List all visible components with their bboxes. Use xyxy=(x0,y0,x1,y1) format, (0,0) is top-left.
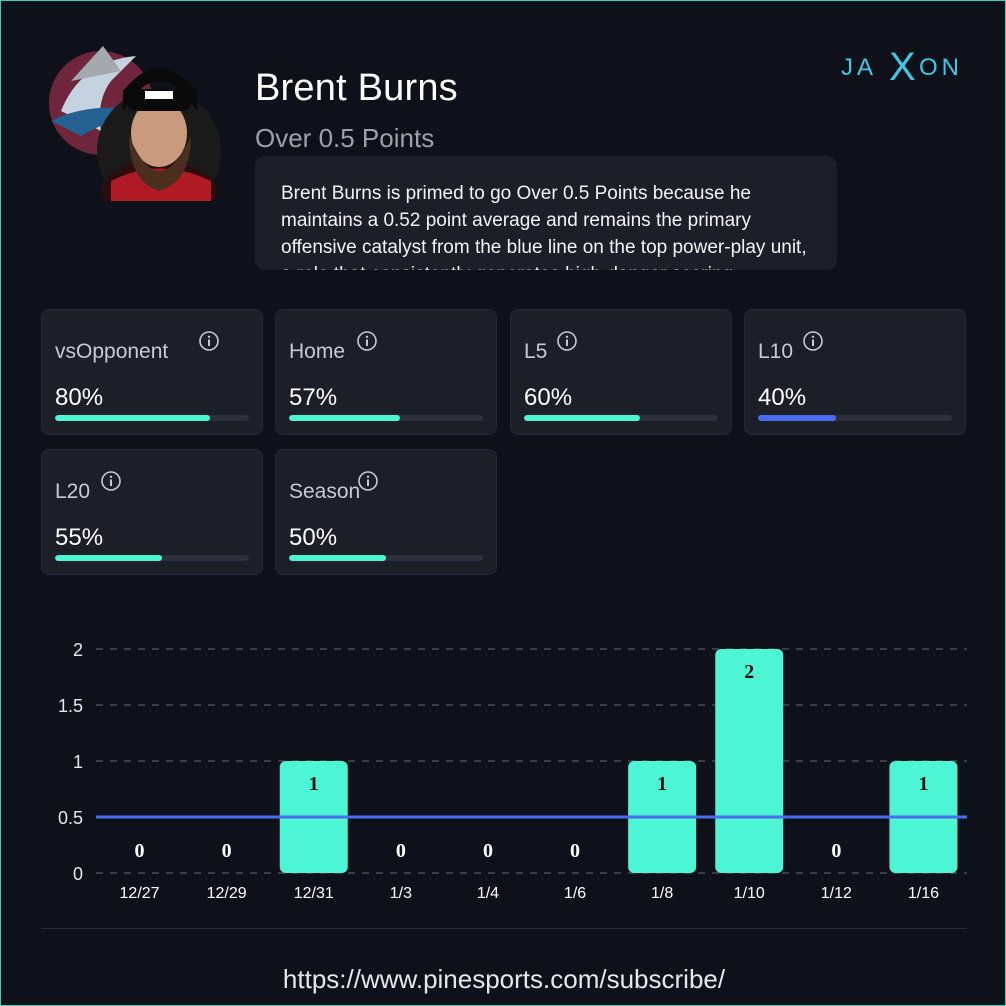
x-tick-label: 1/3 xyxy=(390,885,412,902)
stat-card-season: Season 50% xyxy=(275,449,497,575)
progress-fill xyxy=(524,415,641,421)
progress-track xyxy=(289,415,483,421)
bar-value-label: 1 xyxy=(309,773,319,795)
info-icon[interactable] xyxy=(198,330,220,352)
bar-value-label: 0 xyxy=(831,840,841,862)
info-icon[interactable] xyxy=(100,470,122,492)
info-icon[interactable] xyxy=(357,470,379,492)
progress-fill xyxy=(758,415,836,421)
svg-text:JA: JA xyxy=(841,54,877,81)
team-logo-icon xyxy=(49,46,153,155)
stat-card-l5: L5 60% xyxy=(510,309,732,435)
stat-card-l20: L20 55% xyxy=(41,449,263,575)
x-tick-label: 12/29 xyxy=(207,885,247,902)
stat-label: L5 xyxy=(524,340,548,363)
info-icon[interactable] xyxy=(556,330,578,352)
y-tick-label: 0.5 xyxy=(58,808,83,828)
bar-value-label: 0 xyxy=(483,840,493,862)
bar-value-label: 1 xyxy=(657,773,667,795)
bar-value-label: 2 xyxy=(744,661,754,683)
description-card[interactable]: Brent Burns is primed to go Over 0.5 Poi… xyxy=(255,156,837,270)
progress-track xyxy=(55,415,249,421)
points-chart: 0 0.5 1 1.5 2 0 12/27 0 12/29 1 12/31 0 1/3 0 1/4 0 1/6 1… xyxy=(58,640,967,902)
stat-card-home: Home 57% xyxy=(275,309,497,435)
stat-label: Home xyxy=(289,340,346,363)
subscribe-url[interactable]: https://www.pinesports.com/subscribe/ xyxy=(282,964,726,994)
progress-fill xyxy=(289,415,400,421)
x-tick-label: 1/8 xyxy=(651,885,673,902)
bar-value-label: 1 xyxy=(918,773,928,795)
bar-value-label: 0 xyxy=(396,840,406,862)
stat-value: 40% xyxy=(758,384,807,411)
progress-track xyxy=(758,415,952,421)
player-name: Brent Burns xyxy=(255,67,458,109)
x-tick-label: 12/31 xyxy=(294,885,334,902)
progress-fill xyxy=(55,415,211,421)
progress-fill xyxy=(289,555,386,561)
svg-text:ON: ON xyxy=(919,54,963,81)
x-tick-label: 12/27 xyxy=(120,885,160,902)
bar-value-label: 0 xyxy=(570,840,580,862)
bar-value-label: 0 xyxy=(222,840,232,862)
y-tick-label: 1.5 xyxy=(58,696,83,716)
progress-fill xyxy=(55,555,162,561)
stat-value: 60% xyxy=(524,384,573,411)
info-icon[interactable] xyxy=(802,330,824,352)
player-avatar xyxy=(49,46,221,201)
y-tick-label: 2 xyxy=(73,640,83,660)
progress-track xyxy=(289,555,483,561)
x-tick-label: 1/12 xyxy=(821,885,852,902)
footer-divider xyxy=(41,928,967,929)
x-tick-label: 1/4 xyxy=(477,885,499,902)
progress-track xyxy=(55,555,249,561)
x-tick-label: 1/16 xyxy=(908,885,939,902)
stat-value: 80% xyxy=(55,384,104,411)
jaxon-logo-icon: JA X ON xyxy=(841,45,963,87)
bar-value-label: 0 xyxy=(135,840,145,862)
stat-card-l10: L10 40% xyxy=(744,309,966,435)
stat-card-vsopponent: vsOpponent 80% xyxy=(41,309,263,435)
description-text: Brent Burns is primed to go Over 0.5 Poi… xyxy=(281,183,807,270)
y-tick-label: 1 xyxy=(73,752,83,772)
prop-label: Over 0.5 Points xyxy=(255,123,435,153)
stat-value: 50% xyxy=(289,524,338,551)
stat-label: L10 xyxy=(758,340,794,363)
svg-text:X: X xyxy=(889,45,916,87)
progress-track xyxy=(524,415,718,421)
stat-value: 57% xyxy=(289,384,338,411)
stat-label: L20 xyxy=(55,480,91,503)
x-tick-label: 1/6 xyxy=(564,885,586,902)
stat-label: vsOpponent xyxy=(55,340,169,363)
stat-value: 55% xyxy=(55,524,104,551)
header: Brent Burns Over 0.5 Points JA X ON Bren… xyxy=(1,1,1006,291)
y-tick-label: 0 xyxy=(73,864,83,884)
stat-label: Season xyxy=(289,480,361,503)
info-icon[interactable] xyxy=(356,330,378,352)
player-photo xyxy=(97,68,221,201)
x-tick-label: 1/10 xyxy=(734,885,765,902)
